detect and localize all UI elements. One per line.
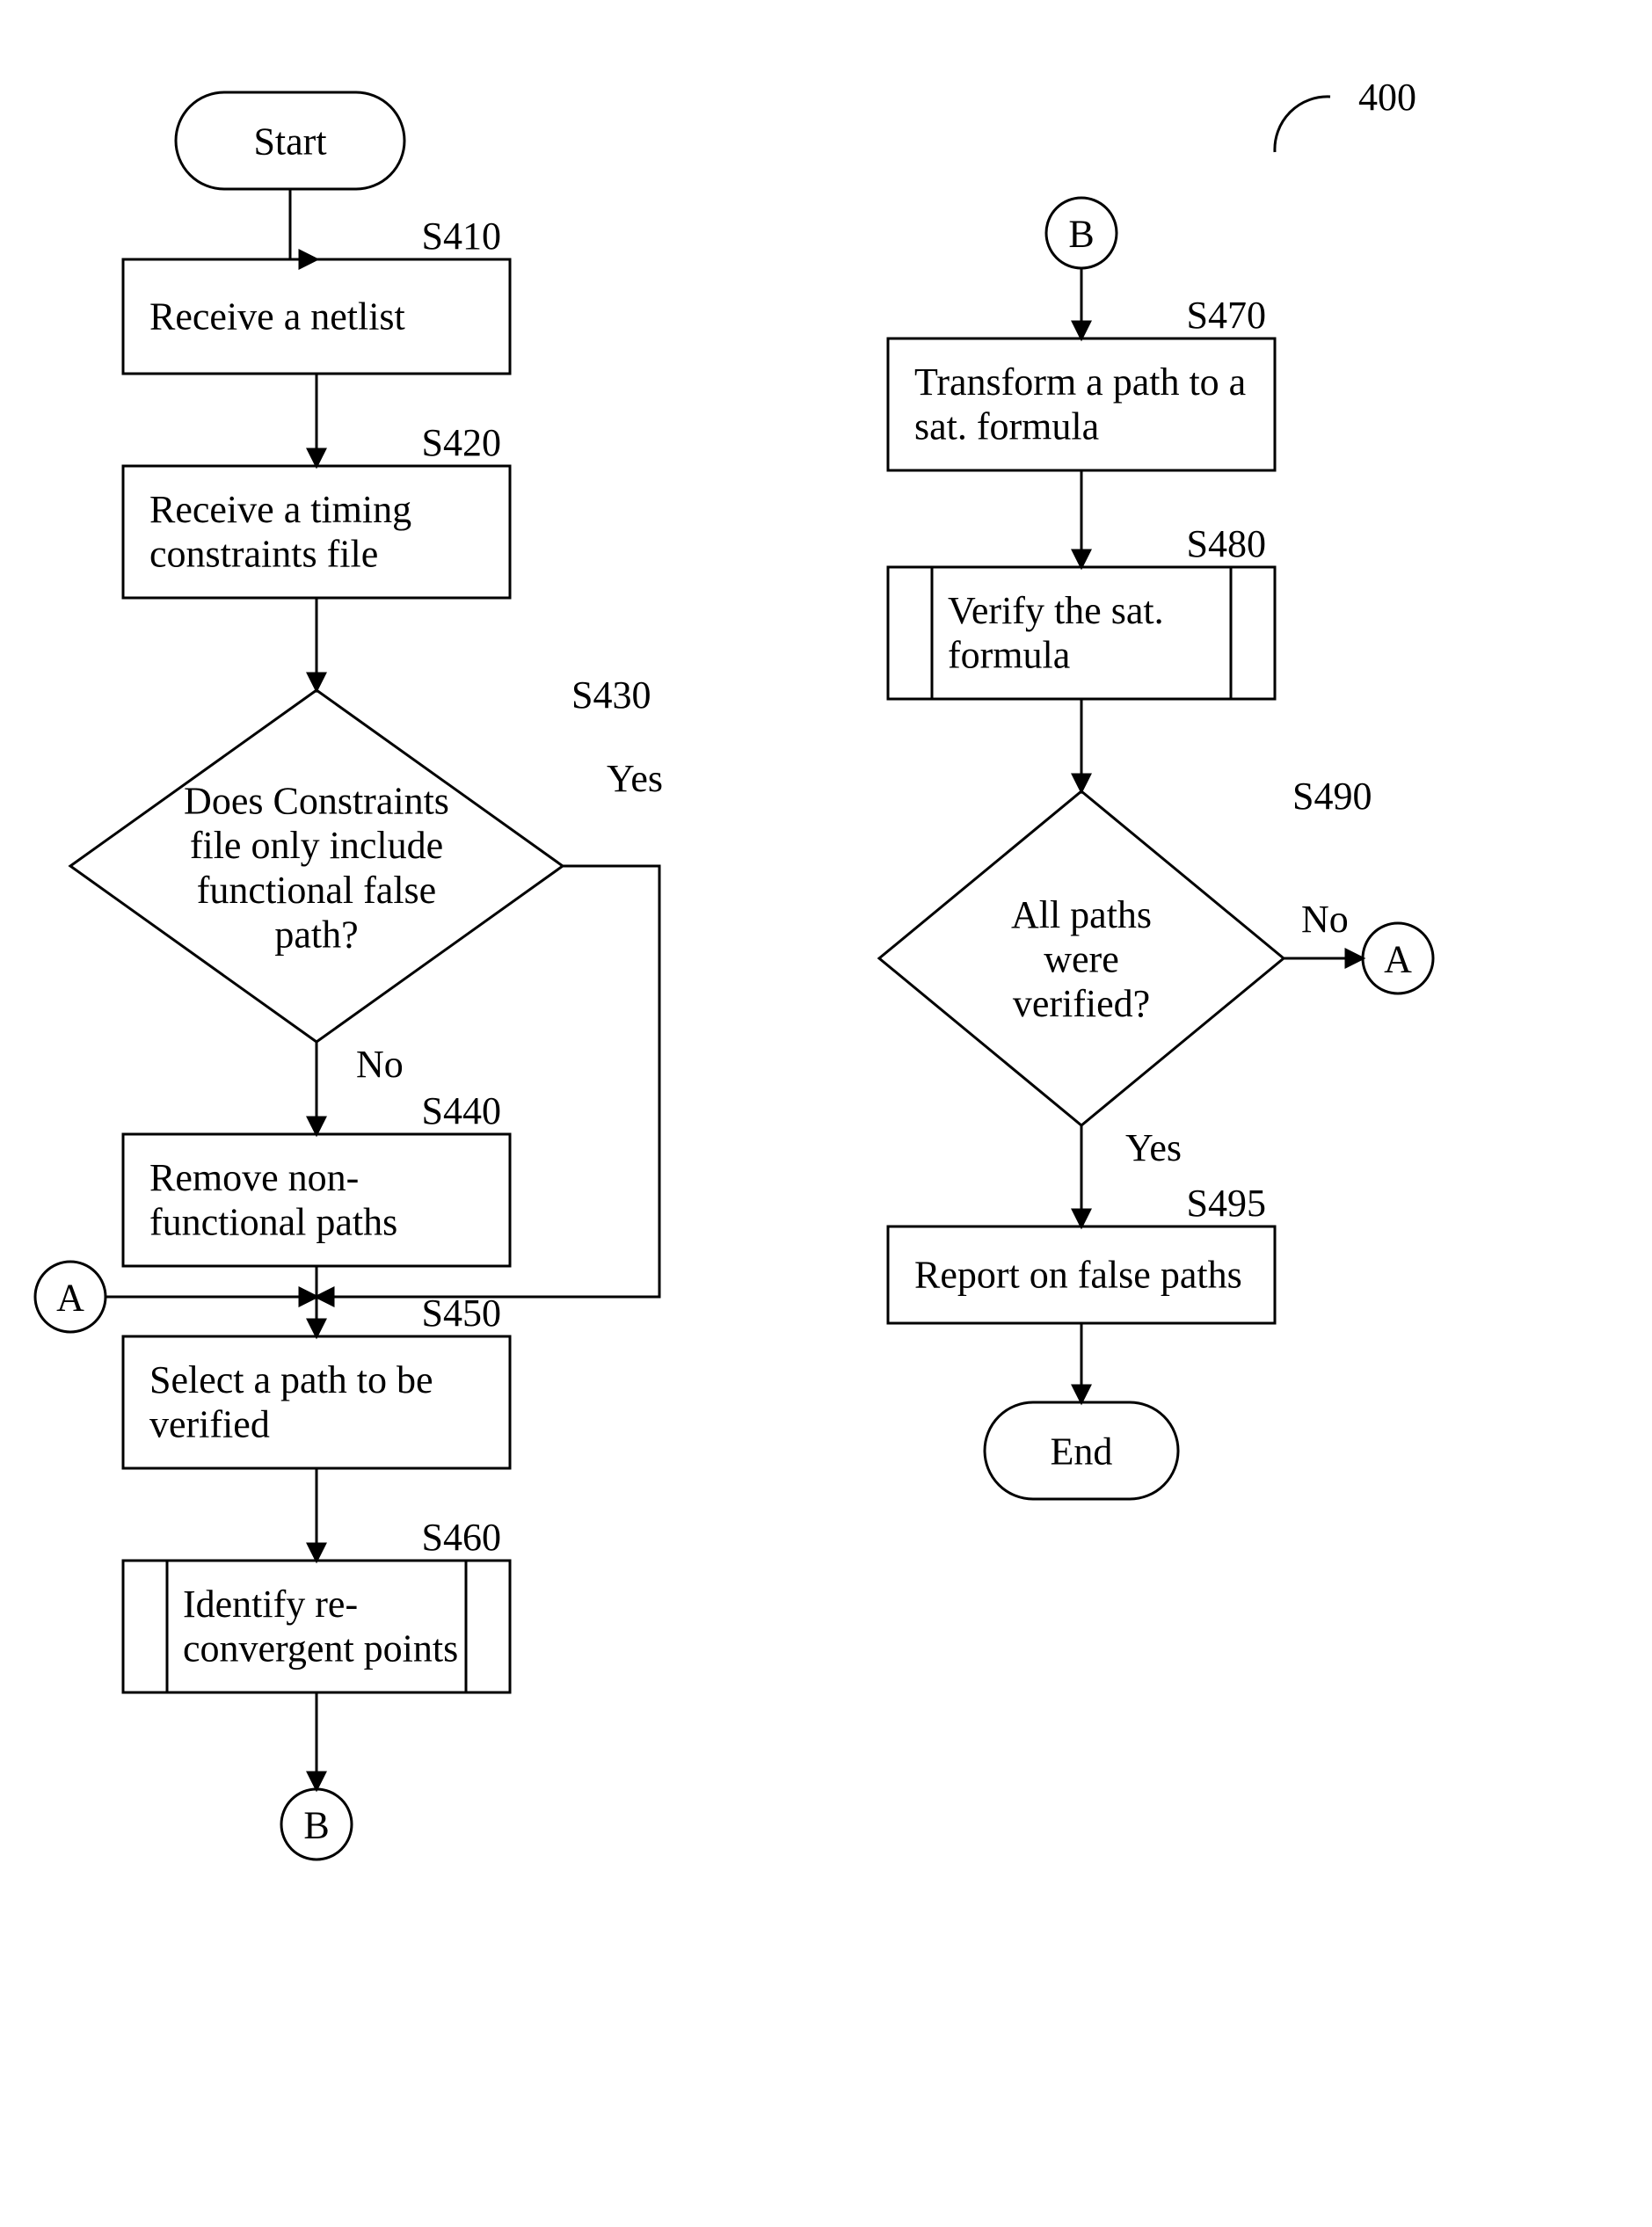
process-label: Verify the sat.formula xyxy=(948,589,1164,677)
edge xyxy=(290,189,317,259)
step-label: S495 xyxy=(1187,1182,1266,1225)
branch-label-no: No xyxy=(1301,898,1349,941)
branch-label-yes: Yes xyxy=(1125,1126,1182,1169)
step-label: S440 xyxy=(422,1089,501,1132)
process-label: Report on false paths xyxy=(914,1253,1242,1296)
process-label: Identify re-convergent points xyxy=(183,1583,458,1670)
step-label: S430 xyxy=(571,673,651,717)
step-label: S420 xyxy=(422,421,501,464)
terminator-label: Start xyxy=(253,120,326,163)
figure-ref-arc xyxy=(1275,97,1330,152)
connector-label: B xyxy=(1068,212,1094,255)
branch-label-yes: Yes xyxy=(607,757,663,800)
connector-label: A xyxy=(1384,937,1412,980)
process-label: Transform a path to asat. formula xyxy=(914,360,1246,448)
terminator-label: End xyxy=(1051,1430,1113,1473)
process-label: Receive a netlist xyxy=(149,295,405,338)
flowchart-canvas: Start Receive a netlist S410 Receive a timi… xyxy=(0,0,1652,2227)
process-label: Receive a timingconstraints file xyxy=(149,488,411,576)
connector-label: B xyxy=(303,1803,329,1846)
branch-label-no: No xyxy=(356,1043,404,1086)
decision-label: All pathswereverified? xyxy=(1011,893,1152,1025)
step-label: S470 xyxy=(1187,294,1266,337)
step-label: S410 xyxy=(422,215,501,258)
decision-label: Does Constraintsfile only includefunctio… xyxy=(184,780,449,957)
connector-label: A xyxy=(56,1276,84,1319)
figure-ref-label: 400 xyxy=(1358,76,1416,119)
step-label: S480 xyxy=(1187,522,1266,565)
process-label: Remove non-functional paths xyxy=(149,1156,397,1244)
node-s480 xyxy=(888,567,1275,699)
step-label: S460 xyxy=(422,1516,501,1559)
process-label: Select a path to beverified xyxy=(149,1358,433,1446)
step-label: S490 xyxy=(1292,775,1372,818)
